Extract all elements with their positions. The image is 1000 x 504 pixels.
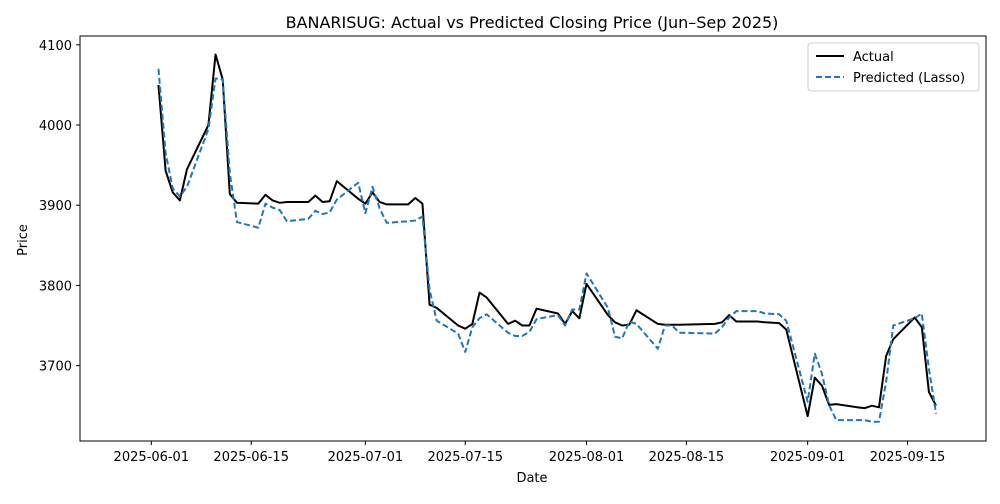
x-tick-label: 2025-07-15: [427, 450, 503, 465]
legend-actual-label: Actual: [853, 50, 894, 65]
y-tick-label: 4100: [39, 39, 72, 54]
legend-box: [807, 42, 980, 92]
chart-title: BANARISUG: Actual vs Predicted Closing P…: [286, 13, 779, 32]
y-tick-label: 3700: [39, 360, 72, 375]
x-tick-label: 2025-09-15: [870, 450, 946, 465]
y-tick-label: 3800: [39, 279, 72, 294]
x-tick-label: 2025-08-15: [649, 450, 725, 465]
y-axis-label: Price: [16, 224, 31, 256]
legend: Actual Predicted (Lasso): [807, 42, 980, 92]
x-tick-label: 2025-07-01: [328, 450, 404, 465]
legend-predicted-label: Predicted (Lasso): [853, 71, 965, 86]
x-tick-label: 2025-06-15: [213, 450, 289, 465]
plot-area: [157, 53, 938, 423]
y-axis: 3700 3800 3900 4000 4100: [39, 39, 80, 375]
x-tick-label: 2025-08-01: [549, 450, 625, 465]
x-axis: 2025-06-01 2025-06-15 2025-07-01 2025-07-15…: [114, 441, 946, 465]
series-line-actual: [157, 53, 937, 418]
y-tick-label: 3900: [39, 199, 72, 214]
x-tick-label: 2025-06-01: [114, 450, 190, 465]
y-tick-label: 4000: [39, 119, 72, 134]
x-tick-label: 2025-09-01: [770, 450, 846, 465]
plot-frame: [79, 35, 987, 442]
x-axis-label: Date: [516, 471, 547, 486]
